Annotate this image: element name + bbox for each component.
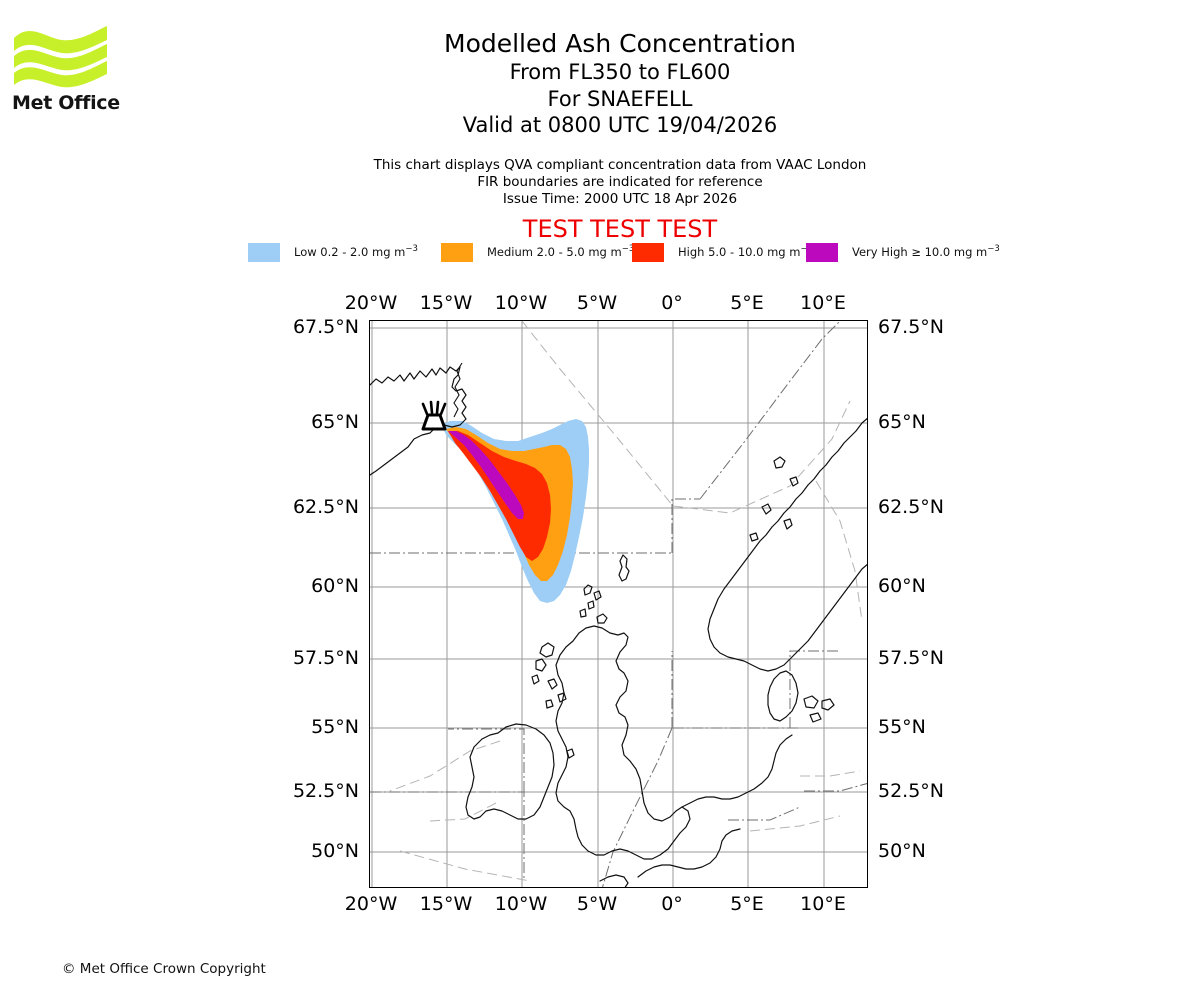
coastline-norway-fjords	[749, 456, 799, 542]
title-valid-time: Valid at 0800 UTC 19/04/2026	[462, 113, 778, 137]
tick-bottom-lon-5e: 5°E	[730, 893, 764, 915]
test-banner: TEST TEST TEST	[522, 215, 718, 243]
met-office-logo: Met Office	[12, 24, 122, 119]
fir-boundaries-secondary	[389, 321, 863, 882]
chart-title-block: Modelled Ash Concentration From FL350 to…	[240, 28, 1000, 139]
tick-right-lat-67-5n: 67.5°N	[878, 316, 945, 338]
coastline-isle-of-man	[566, 748, 575, 759]
coastline-denmark	[767, 670, 799, 722]
title-volcano-name: For SNAEFELL	[547, 86, 693, 111]
page-title: Modelled Ash Concentration	[444, 29, 796, 58]
map-gridlines	[370, 321, 867, 887]
legend-item-medium: Medium 2.0 - 5.0 mg m−3	[441, 241, 634, 263]
coastline-brittany	[599, 874, 629, 887]
tick-right-lat-57-5n: 57.5°N	[878, 647, 945, 669]
tick-bottom-lon-10w: 10°W	[494, 893, 548, 915]
coastline-shetland	[618, 554, 630, 582]
ash-concentration-map[interactable]	[369, 320, 868, 888]
tick-top-lon-5w: 5°W	[576, 292, 618, 314]
note-fir-boundaries: FIR boundaries are indicated for referen…	[477, 174, 763, 190]
chart-notes-block: This chart displays QVA compliant concen…	[240, 157, 1000, 208]
tick-right-lat-60n: 60°N	[878, 575, 926, 597]
legend-label-very-high: Very High ≥ 10.0 mg m−3	[852, 244, 1000, 259]
tick-bottom-lon-5w: 5°W	[576, 893, 618, 915]
legend-swatch-very-high	[806, 242, 838, 262]
coastline-scandinavia	[707, 417, 867, 672]
concentration-legend: Low 0.2 - 2.0 mg m−3 Medium 2.0 - 5.0 mg…	[248, 241, 1000, 263]
volcano-icon[interactable]	[421, 400, 447, 431]
tick-left-lat-57-5n: 57.5°N	[292, 647, 359, 669]
tick-left-lat-62-5n: 62.5°N	[292, 496, 359, 518]
tick-left-lat-50n: 50°N	[311, 840, 359, 862]
copyright-notice: © Met Office Crown Copyright	[62, 961, 266, 977]
title-flight-levels: From FL350 to FL600	[509, 60, 731, 84]
legend-item-low: Low 0.2 - 2.0 mg m−3	[248, 241, 418, 263]
legend-label-high: High 5.0 - 10.0 mg m−3	[678, 245, 813, 259]
met-office-wordmark: Met Office	[12, 92, 120, 114]
tick-bottom-lon-15w: 15°W	[419, 893, 473, 915]
tick-right-lat-65n: 65°N	[878, 411, 926, 433]
map-canvas	[370, 321, 867, 887]
legend-swatch-medium	[441, 242, 473, 262]
tick-left-lat-60n: 60°N	[311, 575, 359, 597]
tick-top-lon-5e: 5°E	[730, 292, 764, 314]
legend-label-medium: Medium 2.0 - 5.0 mg m−3	[487, 244, 635, 259]
note-issue-time: Issue Time: 2000 UTC 18 Apr 2026	[502, 191, 738, 207]
tick-top-lon-10w: 10°W	[494, 292, 548, 314]
tick-top-lon-15w: 15°W	[419, 292, 473, 314]
fir-boundaries	[370, 321, 867, 887]
tick-top-lon-10e: 10°E	[800, 292, 846, 314]
met-office-waves-icon	[14, 26, 107, 88]
tick-left-lat-65n: 65°N	[311, 411, 359, 433]
tick-left-lat-52-5n: 52.5°N	[292, 780, 359, 802]
tick-top-lon-20w: 20°W	[344, 292, 398, 314]
tick-bottom-lon-0: 0°	[661, 893, 683, 915]
legend-item-very-high: Very High ≥ 10.0 mg m−3	[806, 241, 1000, 263]
tick-right-lat-62-5n: 62.5°N	[878, 496, 945, 518]
legend-swatch-high	[632, 242, 664, 262]
tick-right-lat-52-5n: 52.5°N	[878, 780, 945, 802]
tick-right-lat-50n: 50°N	[878, 840, 926, 862]
coastline-danish-islands	[803, 695, 835, 723]
coastline-faroes	[579, 584, 602, 618]
coastline-hebrides	[531, 642, 567, 709]
coastline-orkney	[596, 613, 608, 624]
ash-plume	[442, 419, 589, 603]
note-qva-compliance: This chart displays QVA compliant concen…	[373, 157, 867, 173]
tick-left-lat-55n: 55°N	[311, 716, 359, 738]
coastlines	[370, 366, 867, 887]
plume-contour-very-high	[448, 431, 524, 519]
legend-label-low: Low 0.2 - 2.0 mg m−3	[294, 244, 418, 259]
plume-contour-high	[448, 431, 551, 561]
coastline-iceland	[370, 366, 467, 476]
coastline-ireland	[465, 723, 555, 820]
tick-right-lat-55n: 55°N	[878, 716, 926, 738]
tick-bottom-lon-10e: 10°E	[800, 893, 846, 915]
coastline-great-britain	[555, 625, 691, 860]
coastline-benelux-germany	[681, 734, 793, 808]
legend-item-high: High 5.0 - 10.0 mg m−3	[632, 241, 813, 263]
coastline-france	[637, 828, 741, 878]
tick-bottom-lon-20w: 20°W	[344, 893, 398, 915]
eruption-plume-wisp	[453, 362, 463, 418]
legend-swatch-low	[248, 242, 280, 262]
tick-top-lon-0: 0°	[661, 292, 683, 314]
tick-left-lat-67-5n: 67.5°N	[292, 316, 359, 338]
